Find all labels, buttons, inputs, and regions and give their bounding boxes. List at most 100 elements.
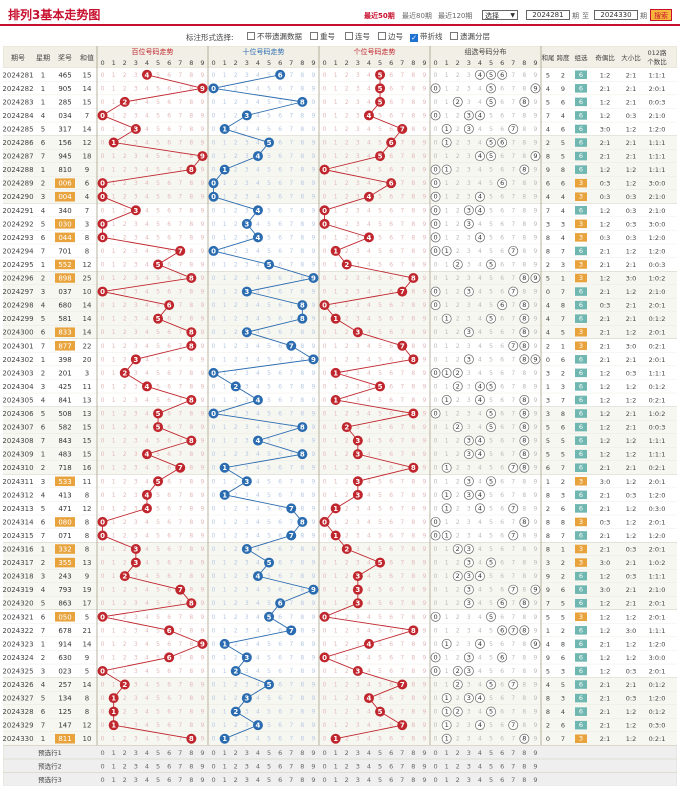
from-period-input[interactable]: 2024281	[526, 10, 570, 20]
distribution-marker	[441, 489, 452, 500]
checkbox-checked-icon[interactable]: ✓	[410, 34, 418, 42]
missing-digit: 1	[445, 85, 449, 92]
digit-ball-label: 4	[367, 234, 372, 242]
missing-digit: 1	[223, 668, 227, 675]
missing-digit: 6	[500, 587, 504, 594]
table-row	[3, 555, 677, 570]
draw-cell: 125	[58, 708, 71, 716]
option-consecutive[interactable]: 连号	[345, 31, 370, 43]
predict-row[interactable]	[3, 772, 677, 786]
digit-ball	[141, 489, 152, 500]
missing-digit: 5	[267, 573, 271, 580]
predict-digit: 6	[167, 776, 171, 784]
missing-digit: 7	[178, 261, 182, 268]
missing-digit: 1	[445, 478, 449, 485]
recent-80-link[interactable]: 最近80期	[402, 11, 432, 21]
period-cell: 2024313	[3, 505, 34, 513]
recent-120-link[interactable]: 最近120期	[438, 11, 472, 21]
checkbox-icon[interactable]	[310, 32, 318, 40]
checkbox-icon[interactable]	[450, 32, 458, 40]
digit-ball-label: 5	[267, 261, 272, 269]
sum-cell: 7	[85, 207, 89, 215]
missing-digit: 2	[234, 587, 238, 594]
missing-digit: 0	[212, 465, 216, 472]
missing-digit: 2	[123, 112, 127, 119]
digit-ball-label: 8	[189, 342, 194, 350]
missing-digit: 3	[134, 194, 138, 201]
checkbox-icon[interactable]	[247, 32, 255, 40]
distribution-marker	[475, 449, 485, 460]
missing-digit: 2	[456, 478, 460, 485]
distribution-marker	[497, 652, 508, 663]
option-layered[interactable]: 遗漏分层	[450, 31, 490, 43]
missing-digit: 3	[134, 627, 138, 634]
sum-cell: 18	[83, 153, 92, 161]
group-badge-label: 3	[579, 274, 583, 282]
missing-digit: 7	[400, 546, 404, 553]
tail-cell: 0	[546, 356, 550, 364]
table-row	[3, 664, 677, 678]
option-no-missing[interactable]: 不带遗漏数据	[247, 31, 302, 43]
missing-digit: 9	[201, 614, 205, 621]
period-cell: 2024284	[3, 112, 34, 120]
missing-digit: 7	[511, 194, 515, 201]
distribution-marker	[475, 489, 485, 500]
missing-digit: 1	[445, 207, 449, 214]
digit-ball	[386, 178, 397, 189]
missing-digit: 8	[189, 695, 193, 702]
predict-digit: 7	[178, 762, 182, 770]
missing-digit: 3	[134, 261, 138, 268]
checkbox-icon[interactable]	[345, 32, 353, 40]
bs-cell: 1:2	[626, 247, 636, 255]
missing-digit: 2	[234, 682, 238, 689]
missing-digit: 1	[223, 194, 227, 201]
missing-digit: 3	[245, 736, 249, 743]
m3-cell: 1:2:0	[649, 234, 666, 242]
search-button[interactable]: 搜索	[650, 9, 672, 21]
group-badge-label: 3	[579, 342, 583, 350]
missing-digit: 7	[400, 370, 404, 377]
period-select[interactable]: 选择 ▼	[482, 10, 518, 20]
missing-digit: 2	[345, 465, 349, 472]
distribution-marker	[519, 340, 530, 351]
distribution-marker	[519, 408, 530, 419]
missing-digit: 5	[156, 627, 160, 634]
missing-digit: 5	[378, 424, 382, 431]
predict-digit: 5	[156, 749, 160, 757]
digit-ball-label: 9	[311, 275, 316, 283]
sum-cell: 8	[85, 518, 89, 526]
to-period-input[interactable]: 2024330	[594, 10, 638, 20]
missing-digit: 7	[178, 397, 182, 404]
missing-digit: 8	[300, 261, 304, 268]
digit-ball	[319, 218, 330, 229]
recent-50-link[interactable]: 最近50期	[364, 11, 395, 21]
tail-cell: 0	[546, 735, 550, 743]
option-polyline[interactable]: ✓ 带折线	[410, 31, 443, 43]
option-repeat[interactable]: 重号	[310, 31, 335, 43]
missing-digit: 4	[478, 343, 482, 350]
table-row	[3, 352, 677, 367]
group-badge-label: 3	[579, 233, 583, 241]
missing-digit: 1	[445, 560, 449, 567]
missing-digit: 2	[123, 356, 127, 363]
group-badge-label: 6	[579, 450, 583, 458]
distribution-digit: 3	[467, 559, 471, 567]
table-row	[3, 108, 677, 123]
checkbox-icon[interactable]	[378, 32, 386, 40]
digit-ball	[319, 652, 330, 663]
draw-cell: 034	[58, 112, 72, 120]
digit-ball-label: 5	[378, 559, 383, 567]
missing-digit: 3	[356, 126, 360, 133]
missing-digit: 6	[500, 316, 504, 323]
digit-ball-label: 4	[256, 207, 261, 215]
missing-digit: 9	[423, 438, 427, 445]
missing-digit: 2	[234, 329, 238, 336]
missing-digit: 8	[411, 221, 415, 228]
header-digit: 3	[245, 59, 249, 67]
period-cell: 2024289	[3, 180, 34, 188]
option-edge[interactable]: 边号	[378, 31, 403, 43]
missing-digit: 3	[134, 316, 138, 323]
missing-digit: 8	[411, 587, 415, 594]
missing-digit: 1	[334, 302, 338, 309]
missing-digit: 6	[500, 438, 504, 445]
